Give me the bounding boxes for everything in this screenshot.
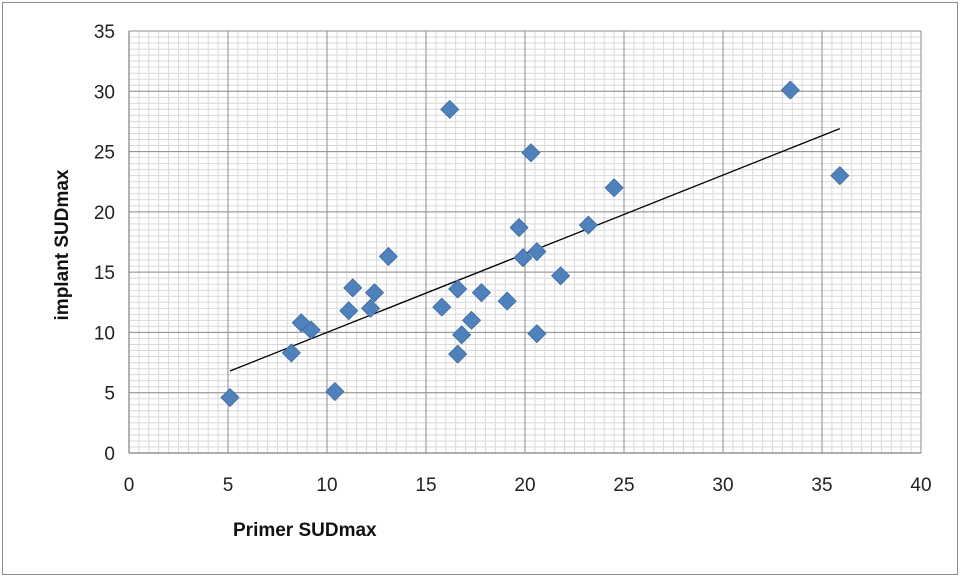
y-tick-labels: 0 5 10 15 20 25 30 35 [94,22,115,465]
data-points [220,80,850,408]
data-point [461,310,482,330]
data-point [440,99,460,119]
data-point [448,344,468,364]
scatter-chart: 0 5 10 15 20 25 30 35 40 0 5 10 15 20 25 30 35 Primer S… [52,22,932,541]
data-point [325,381,345,402]
x-tick-label: 20 [514,475,535,496]
data-point [452,325,472,345]
y-axis-label: implant SUDmax [52,169,73,320]
y-tick-label: 25 [94,143,115,164]
y-tick-label: 30 [94,82,115,103]
x-tick-label: 5 [223,475,234,496]
x-tick-label: 10 [316,475,337,496]
x-tick-label: 25 [613,475,634,496]
y-tick-label: 10 [94,323,115,344]
x-tick-label: 40 [910,475,931,496]
y-tick-label: 5 [104,384,115,405]
data-point [604,178,624,198]
data-point [378,246,398,267]
data-point [521,143,541,163]
y-tick-label: 20 [94,203,115,224]
x-tick-label: 30 [712,475,733,496]
data-point [780,80,800,100]
data-point [527,324,547,344]
y-tick-label: 35 [94,22,115,43]
data-point [301,320,321,340]
data-point [497,291,517,311]
axes [128,31,921,454]
data-point [527,242,547,262]
x-tick-label: 35 [811,475,832,496]
x-tick-label: 0 [124,475,135,496]
data-point [364,283,385,303]
data-point [471,283,492,303]
data-point [281,343,301,363]
data-point [220,387,240,408]
y-tick-label: 0 [104,444,115,465]
data-point [513,248,533,268]
data-point [551,266,571,286]
data-point [360,298,381,318]
x-axis-label: Primer SUDmax [233,520,377,541]
data-point [448,279,468,299]
data-point [830,166,850,186]
data-point [339,301,359,321]
data-point [578,215,598,235]
x-tick-labels: 0 5 10 15 20 25 30 35 40 [124,475,932,496]
y-tick-label: 15 [94,263,115,284]
data-point [432,297,452,317]
data-point [509,217,529,238]
x-tick-label: 15 [415,475,436,496]
data-point [343,278,363,298]
